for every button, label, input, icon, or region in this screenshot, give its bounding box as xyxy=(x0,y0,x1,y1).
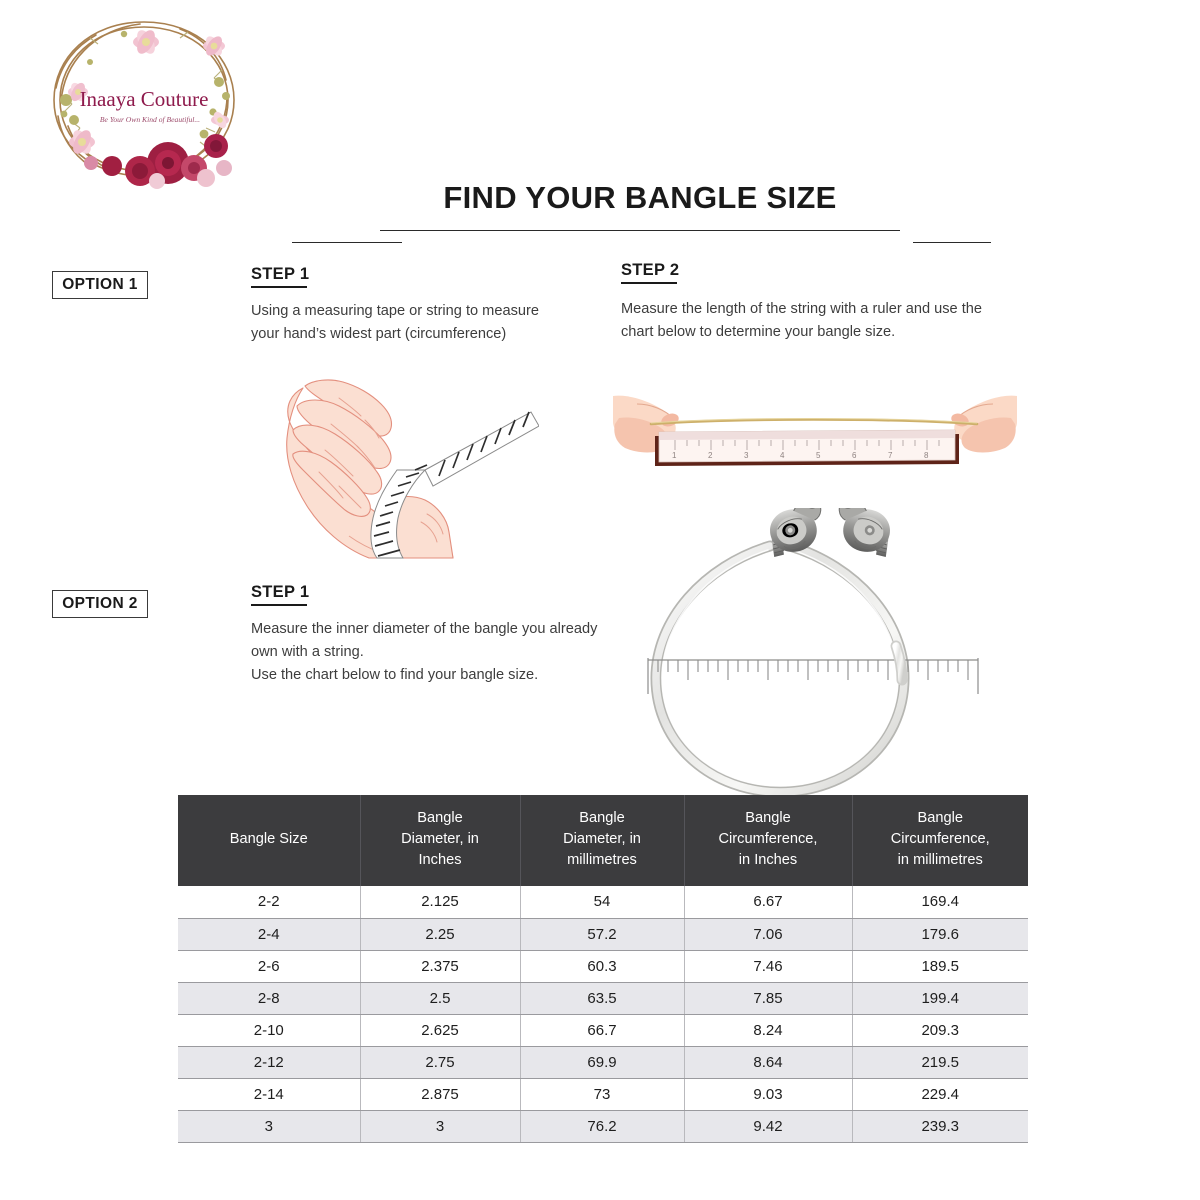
option1-step1-body: Using a measuring tape or string to meas… xyxy=(251,303,539,342)
svg-text:4: 4 xyxy=(780,451,785,460)
cell-diameter-inches: 2.875 xyxy=(360,1078,521,1111)
cell-diameter-inches: 2.25 xyxy=(360,918,521,951)
cell-diameter-mm: 60.3 xyxy=(520,950,685,983)
table-row: 2-4 2.25 57.2 7.06 179.6 xyxy=(178,918,1028,951)
hands-holding-string-over-ruler-photo: 1 2 3 4 5 6 7 8 xyxy=(613,388,1017,500)
brand-logo: Inaaya Couture Be Your Own Kind of Beaut… xyxy=(28,8,260,190)
table-row: 2-12 2.75 69.9 8.64 219.5 xyxy=(178,1046,1028,1079)
cell-bangle-size: 3 xyxy=(178,1110,361,1143)
cell-diameter-inches: 3 xyxy=(360,1110,521,1143)
option1-step2-body: Measure the length of the string with a … xyxy=(621,301,983,340)
cell-diameter-mm: 76.2 xyxy=(520,1110,685,1143)
table-row: 2-10 2.625 66.7 8.24 209.3 xyxy=(178,1014,1028,1047)
silver-bangle-with-ruler-scale-photo xyxy=(638,508,1006,800)
cell-bangle-size: 2-10 xyxy=(178,1014,361,1047)
cell-bangle-size: 2-2 xyxy=(178,886,361,919)
svg-text:8: 8 xyxy=(924,451,929,460)
cell-circumference-mm: 209.3 xyxy=(852,1014,1028,1047)
option-1-badge: OPTION 1 xyxy=(52,271,148,299)
cell-diameter-mm: 69.9 xyxy=(520,1046,685,1079)
svg-text:5: 5 xyxy=(816,451,821,460)
option1-step2-heading: STEP 2 xyxy=(621,261,679,284)
svg-text:2: 2 xyxy=(708,451,713,460)
cell-bangle-size: 2-6 xyxy=(178,950,361,983)
cell-bangle-size: 2-12 xyxy=(178,1046,361,1079)
cell-circumference-inches: 9.03 xyxy=(684,1078,853,1111)
column-header-diameter-inches: Bangle Diameter, in Inches xyxy=(360,795,521,886)
decorative-rule-right xyxy=(913,242,991,243)
cell-circumference-inches: 7.06 xyxy=(684,918,853,951)
cell-circumference-inches: 8.24 xyxy=(684,1014,853,1047)
cell-diameter-mm: 66.7 xyxy=(520,1014,685,1047)
bangle-size-chart-table: Bangle Size Bangle Diameter, in Inches B… xyxy=(178,795,1028,1143)
table-row: 2-6 2.375 60.3 7.46 189.5 xyxy=(178,950,1028,983)
decorative-rule-left xyxy=(292,242,402,243)
option-2-badge: OPTION 2 xyxy=(52,590,148,618)
svg-text:6: 6 xyxy=(852,451,857,460)
svg-text:1: 1 xyxy=(672,451,677,460)
option2-step1-body: Measure the inner diameter of the bangle… xyxy=(251,621,598,683)
table-row: 2-2 2.125 54 6.67 169.4 xyxy=(178,886,1028,919)
cell-bangle-size: 2-14 xyxy=(178,1078,361,1111)
cell-circumference-inches: 7.46 xyxy=(684,950,853,983)
table-row: 2-14 2.875 73 9.03 229.4 xyxy=(178,1078,1028,1111)
option2-step1-heading: STEP 1 xyxy=(251,583,309,606)
cell-diameter-inches: 2.75 xyxy=(360,1046,521,1079)
cell-circumference-mm: 229.4 xyxy=(852,1078,1028,1111)
option1-step1-heading: STEP 1 xyxy=(251,265,309,288)
cell-circumference-inches: 9.42 xyxy=(684,1110,853,1143)
cell-bangle-size: 2-4 xyxy=(178,918,361,951)
brand-tagline: Be Your Own Kind of Beautiful... xyxy=(100,115,200,124)
cell-circumference-mm: 189.5 xyxy=(852,950,1028,983)
cell-diameter-mm: 63.5 xyxy=(520,982,685,1015)
cell-circumference-mm: 219.5 xyxy=(852,1046,1028,1079)
cell-diameter-inches: 2.625 xyxy=(360,1014,521,1047)
cell-circumference-mm: 199.4 xyxy=(852,982,1028,1015)
cell-diameter-inches: 2.375 xyxy=(360,950,521,983)
title-underline-rule xyxy=(380,230,900,231)
table-header-row: Bangle Size Bangle Diameter, in Inches B… xyxy=(178,795,1028,886)
table-row: 3 3 76.2 9.42 239.3 xyxy=(178,1110,1028,1143)
cell-circumference-mm: 239.3 xyxy=(852,1110,1028,1143)
brand-name: Inaaya Couture xyxy=(80,87,209,111)
svg-text:7: 7 xyxy=(888,451,893,460)
title-block: FIND YOUR BANGLE SIZE xyxy=(0,178,1200,248)
hand-with-measuring-tape-illustration xyxy=(277,376,539,560)
cell-circumference-inches: 8.64 xyxy=(684,1046,853,1079)
column-header-circumference-inches: Bangle Circumference, in Inches xyxy=(684,795,853,886)
column-header-bangle-size: Bangle Size xyxy=(178,795,361,886)
cell-circumference-mm: 179.6 xyxy=(852,918,1028,951)
cell-circumference-inches: 7.85 xyxy=(684,982,853,1015)
cell-diameter-inches: 2.5 xyxy=(360,982,521,1015)
page-title: FIND YOUR BANGLE SIZE xyxy=(443,180,837,215)
column-header-circumference-millimetres: Bangle Circumference, in millimetres xyxy=(852,795,1028,886)
svg-text:3: 3 xyxy=(744,451,749,460)
cell-diameter-inches: 2.125 xyxy=(360,886,521,919)
cell-diameter-mm: 73 xyxy=(520,1078,685,1111)
cell-circumference-mm: 169.4 xyxy=(852,886,1028,919)
cell-circumference-inches: 6.67 xyxy=(684,886,853,919)
cell-diameter-mm: 54 xyxy=(520,886,685,919)
column-header-diameter-millimetres: Bangle Diameter, in millimetres xyxy=(520,795,685,886)
cell-diameter-mm: 57.2 xyxy=(520,918,685,951)
table-row: 2-8 2.5 63.5 7.85 199.4 xyxy=(178,982,1028,1015)
cell-bangle-size: 2-8 xyxy=(178,982,361,1015)
